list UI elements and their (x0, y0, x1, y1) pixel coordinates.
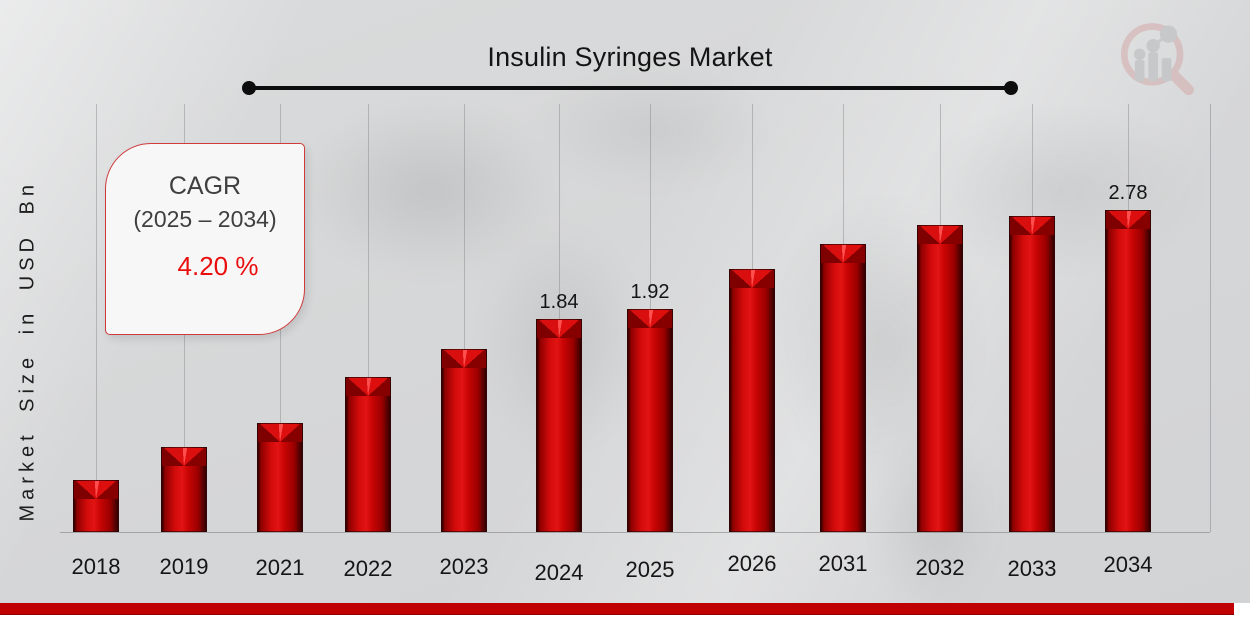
underline-left-dot (242, 81, 256, 95)
cagr-range: (2025 – 2034) (133, 205, 277, 232)
bar-top-bevel (74, 481, 118, 499)
bar-top-bevel (1010, 217, 1054, 235)
x-tick-label-2022: 2022 (343, 556, 393, 581)
x-tick-label-2031: 2031 (818, 551, 868, 576)
bar-top-bevel (821, 245, 865, 263)
bar-top-bevel (918, 226, 962, 244)
x-tick-label-2033: 2033 (1007, 556, 1057, 581)
gridline-2023 (464, 104, 465, 532)
bar-top-bevel (628, 310, 672, 328)
gridline-2024 (559, 104, 560, 532)
gridline-2022 (368, 104, 369, 532)
bar-2018 (73, 480, 119, 532)
bar-top-bevel (258, 424, 302, 442)
x-tick-label-2019: 2019 (159, 554, 209, 579)
bar-2024 (536, 319, 582, 532)
gridline-2018 (96, 104, 97, 532)
x-axis-baseline (60, 532, 1210, 533)
bar-2019 (161, 447, 207, 532)
bar-top-bevel (442, 350, 486, 368)
x-tick-label-2032: 2032 (915, 555, 965, 580)
bar-top-bevel (1106, 211, 1150, 229)
cagr-callout-box: CAGR (2025 – 2034) 4.20 % (105, 143, 305, 335)
bar-2033 (1009, 216, 1055, 532)
bottom-red-stripe (0, 603, 1234, 615)
x-tick-label-2021: 2021 (255, 555, 305, 580)
bar-top-bevel (730, 270, 774, 288)
bar-2034 (1105, 210, 1151, 532)
bar-value-label-2024: 1.84 (539, 291, 579, 313)
bar-top-bevel (162, 448, 206, 466)
underline-right-dot (1004, 81, 1018, 95)
bar-2022 (345, 377, 391, 532)
cagr-value: 4.20 % (177, 250, 259, 281)
x-tick-label-2018: 2018 (71, 554, 121, 579)
title-underline (242, 81, 1018, 95)
x-tick-label-2026: 2026 (727, 551, 777, 576)
x-tick-label-2034: 2034 (1103, 552, 1153, 577)
page-title: Insulin Syringes Market (487, 42, 773, 72)
bar-2021 (257, 423, 303, 532)
plot-right-border (1210, 104, 1211, 532)
bar-2025 (627, 309, 673, 532)
x-tick-label-2025: 2025 (625, 557, 675, 582)
market-research-future-logo-icon (1120, 23, 1194, 96)
bar-top-bevel (537, 320, 581, 338)
bar-2032 (917, 225, 963, 532)
cagr-heading: CAGR (168, 172, 242, 200)
bar-2023 (441, 349, 487, 532)
bar-2031 (820, 244, 866, 532)
x-tick-label-2023: 2023 (439, 554, 489, 579)
x-tick-label-2024: 2024 (534, 560, 584, 585)
bar-top-bevel (346, 378, 390, 396)
y-axis-label: Market Size in USD Bn (16, 179, 39, 522)
bar-value-label-2025: 1.92 (630, 281, 670, 303)
bar-2026 (729, 269, 775, 532)
bar-value-label-2034: 2.78 (1108, 182, 1148, 204)
